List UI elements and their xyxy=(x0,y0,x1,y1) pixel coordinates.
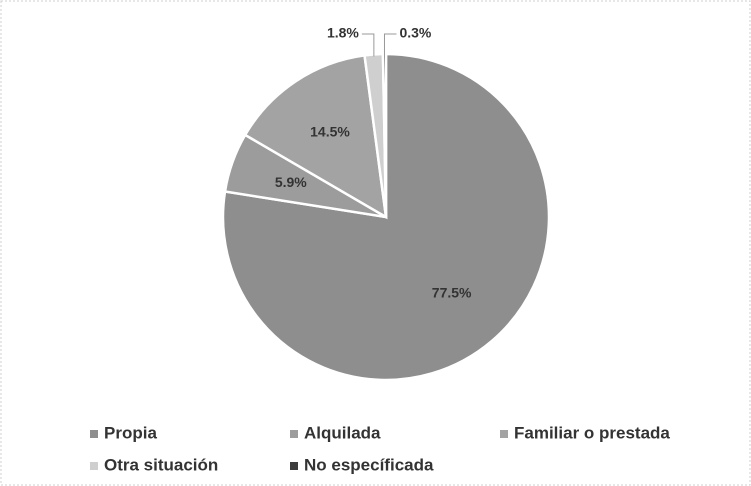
legend-label: No específicada xyxy=(304,455,434,474)
legend-label: Otra situación xyxy=(104,455,218,474)
legend-label: Propia xyxy=(104,423,157,442)
data-label: 14.5% xyxy=(310,124,350,140)
pie-slice xyxy=(243,54,388,220)
leader-line xyxy=(361,33,375,57)
data-label: 77.5% xyxy=(432,285,472,301)
data-label: 0.3% xyxy=(399,25,431,41)
legend-swatch xyxy=(500,430,508,438)
legend-label: Alquilada xyxy=(304,423,381,442)
legend-swatch xyxy=(90,430,98,438)
legend-label: Familiar o prestada xyxy=(514,423,670,442)
leader-line xyxy=(383,33,397,57)
data-label: 1.8% xyxy=(327,25,359,41)
legend-swatch xyxy=(290,430,298,438)
legend-swatch xyxy=(290,462,298,470)
legend-swatch xyxy=(90,462,98,470)
data-label: 5.9% xyxy=(275,174,307,190)
